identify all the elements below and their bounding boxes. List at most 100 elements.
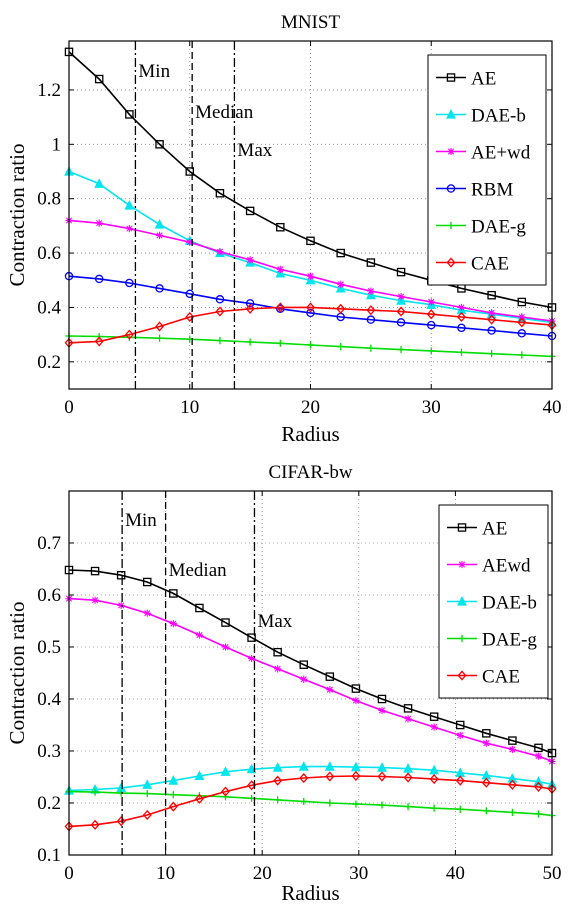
data-point [378, 706, 386, 715]
data-point [430, 723, 438, 731]
data-point [143, 609, 151, 617]
y-tick-label: 0.3 [37, 741, 61, 762]
y-tick-label: 0.7 [37, 533, 61, 554]
data-point [215, 295, 225, 304]
data-point [186, 238, 194, 246]
series-line [68, 51, 553, 309]
data-point [194, 793, 204, 804]
data-point [487, 326, 496, 335]
legend-entry-RBM: RBM [436, 180, 513, 201]
legend-entry-AE: AE [436, 69, 496, 90]
x-tick-label: 0 [64, 397, 74, 418]
data-point [396, 306, 406, 317]
data-point [426, 320, 436, 330]
data-point [306, 308, 315, 318]
data-point [94, 274, 104, 284]
x-tick-label: 20 [253, 863, 272, 884]
series-line [68, 765, 553, 792]
data-point [326, 686, 334, 694]
series-AE [64, 565, 557, 758]
data-point [517, 329, 527, 338]
data-point [124, 329, 134, 340]
data-point [195, 631, 204, 639]
data-point [352, 800, 360, 808]
vline-label-max: Max [257, 611, 292, 632]
legend-box [438, 504, 549, 699]
legend-box [427, 54, 547, 286]
legend-marker [446, 257, 456, 268]
data-point [185, 289, 194, 299]
data-point [508, 745, 516, 754]
data-point [365, 289, 376, 300]
grid [69, 41, 552, 389]
data-point [481, 777, 491, 788]
data-point [124, 199, 135, 210]
data-point [276, 339, 284, 347]
data-point [155, 231, 164, 239]
data-point [245, 303, 255, 314]
x-tick-label: 40 [543, 397, 562, 418]
data-point [168, 775, 179, 785]
legend-label: DAE-g [471, 217, 526, 238]
vline-label-min: Min [125, 510, 157, 531]
legend-marker [457, 523, 467, 532]
x-axis-label: Radius [281, 881, 339, 905]
data-point [456, 805, 464, 813]
legend-label: AE+wd [471, 143, 531, 164]
data-point [276, 222, 285, 232]
data-point [457, 303, 466, 312]
data-point [221, 793, 230, 801]
data-point [125, 224, 133, 233]
series-DAE-b [64, 761, 557, 795]
legend-entry-CAE: CAE [436, 254, 509, 275]
data-point [221, 786, 230, 797]
legend-entry-AE+wd: AE+wd [436, 143, 531, 164]
series-AE+wd [65, 216, 556, 325]
data-point [155, 321, 165, 332]
x-axis-label: Radius [281, 422, 339, 446]
y-tick-label: 1 [52, 134, 62, 155]
data-point [426, 309, 436, 320]
data-point [117, 601, 125, 609]
data-point [94, 336, 104, 347]
data-point [337, 280, 345, 288]
data-point [487, 314, 497, 325]
data-point [273, 647, 282, 657]
data-point [507, 779, 517, 790]
data-point [168, 801, 178, 812]
data-point [216, 337, 224, 345]
data-point [94, 178, 105, 188]
data-point [367, 287, 375, 295]
legend-label: RBM [471, 180, 513, 201]
data-point [367, 344, 375, 352]
data-point [325, 672, 335, 681]
data-point [91, 596, 99, 604]
data-point [246, 338, 254, 346]
data-point [377, 694, 387, 704]
data-point [305, 274, 316, 285]
chart-title: CIFAR-bw [268, 462, 352, 483]
data-point [518, 313, 526, 321]
data-point [194, 770, 205, 781]
data-point [275, 267, 286, 278]
data-point [299, 660, 308, 669]
data-point [142, 809, 152, 821]
x-tick-label: 50 [543, 863, 562, 884]
data-point [350, 761, 361, 772]
series-DAE-g [65, 332, 556, 360]
data-point [246, 256, 254, 264]
legend-entry-AE: AE [447, 519, 507, 540]
series-line [68, 275, 553, 337]
data-point [396, 295, 406, 305]
axes-box [68, 490, 553, 856]
legend-marker [446, 109, 456, 119]
series-line [68, 569, 553, 754]
data-point [245, 299, 255, 308]
data-point [247, 633, 256, 642]
chart-title: MNIST [281, 12, 341, 33]
data-point [117, 789, 125, 797]
data-point [366, 258, 376, 267]
data-point [221, 618, 230, 627]
data-point [220, 766, 231, 776]
data-point [274, 796, 282, 804]
